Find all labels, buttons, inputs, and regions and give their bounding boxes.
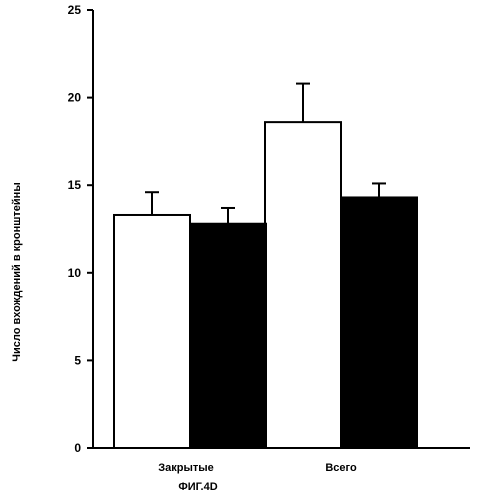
bar	[189, 222, 267, 449]
y-axis-label: Число вхождений в кронштейны	[11, 182, 23, 361]
bars	[113, 121, 418, 450]
y-tick-label: 5	[74, 353, 81, 367]
bar	[113, 213, 191, 449]
x-category-label: Закрытые	[158, 462, 214, 474]
x-category-labels: Закрытые Всего	[158, 462, 357, 474]
bar	[340, 196, 418, 449]
y-tick-label: 0	[74, 441, 81, 455]
figure-caption: ФИГ.4D	[178, 481, 217, 493]
bar	[264, 121, 342, 450]
y-ticks: 0 5 10 15 20 25	[68, 3, 93, 455]
error-bars	[145, 82, 386, 224]
x-category-label: Всего	[325, 462, 357, 474]
y-tick-label: 25	[68, 3, 82, 17]
y-tick-label: 10	[68, 266, 82, 280]
y-tick-label: 15	[68, 178, 82, 192]
y-tick-label: 20	[68, 91, 82, 105]
